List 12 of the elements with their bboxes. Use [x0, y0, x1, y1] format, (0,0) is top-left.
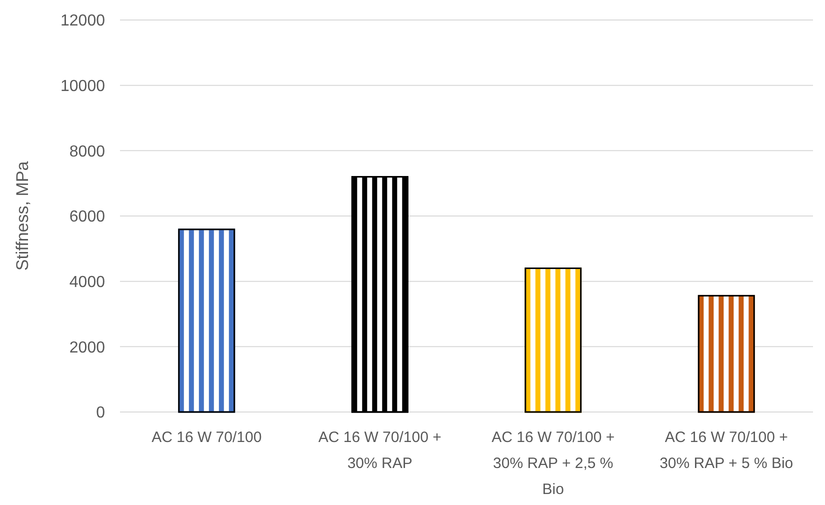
- y-tick-label: 12000: [60, 12, 106, 30]
- x-tick-label: AC 16 W 70/100: [152, 429, 262, 446]
- x-tick-label: AC 16 W 70/100 + 30% RAP + 5 % Bio: [660, 429, 794, 472]
- y-tick-label: 8000: [69, 143, 106, 160]
- y-tick-label: 0: [96, 404, 106, 422]
- y-tick-label: 2000: [69, 339, 106, 356]
- x-tick-label: AC 16 W 70/100 + 30% RAP + 2,5 % Bio: [492, 429, 615, 498]
- y-axis-title: Stiffness, MPa: [13, 160, 32, 271]
- y-tick-label: 4000: [69, 274, 106, 291]
- y-tick-label: 6000: [69, 208, 106, 226]
- y-tick-label: 10000: [60, 78, 106, 95]
- x-tick-label: AC 16 W 70/100 + 30% RAP: [318, 429, 442, 472]
